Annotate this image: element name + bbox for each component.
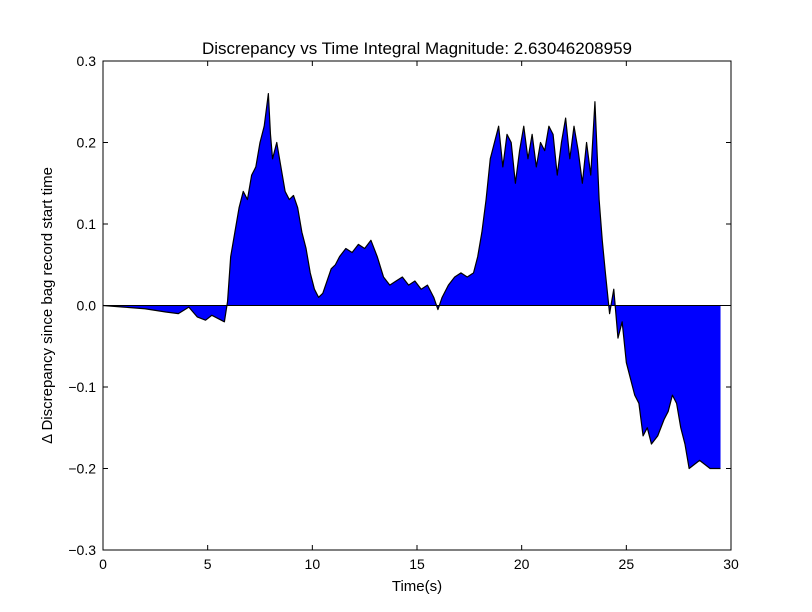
- y-tick-label: 0.0: [77, 298, 97, 314]
- x-axis-label: Time(s): [392, 578, 442, 595]
- series-area-fill: [103, 93, 721, 469]
- y-tick-label: 0.3: [77, 53, 97, 69]
- y-tick-label: 0.1: [77, 216, 97, 232]
- x-tick-label: 30: [723, 556, 739, 572]
- x-tick-label: 5: [204, 556, 212, 572]
- series-line: [102, 92, 721, 470]
- y-tick-label: 0.2: [77, 135, 97, 151]
- y-tick-label: −0.3: [68, 542, 96, 558]
- x-tick-label: 20: [514, 556, 530, 572]
- y-axis-label: Δ Discrepancy since bag record start tim…: [39, 167, 56, 444]
- x-tick-label: 0: [99, 556, 107, 572]
- x-tick-label: 25: [619, 556, 635, 572]
- y-tick-label: −0.1: [68, 379, 96, 395]
- y-tick-label: −0.2: [68, 461, 96, 477]
- plot-frame: [102, 60, 732, 551]
- chart-title: Discrepancy vs Time Integral Magnitude: …: [202, 39, 632, 58]
- axis-ticks: 0 5 10 15 20 25 30 −0.3 −0.2 −0.1 0.0 0.1 0.2 0.3: [68, 53, 739, 572]
- plot-area: [102, 92, 731, 470]
- x-tick-label: 10: [305, 556, 321, 572]
- x-tick-label: 15: [409, 556, 425, 572]
